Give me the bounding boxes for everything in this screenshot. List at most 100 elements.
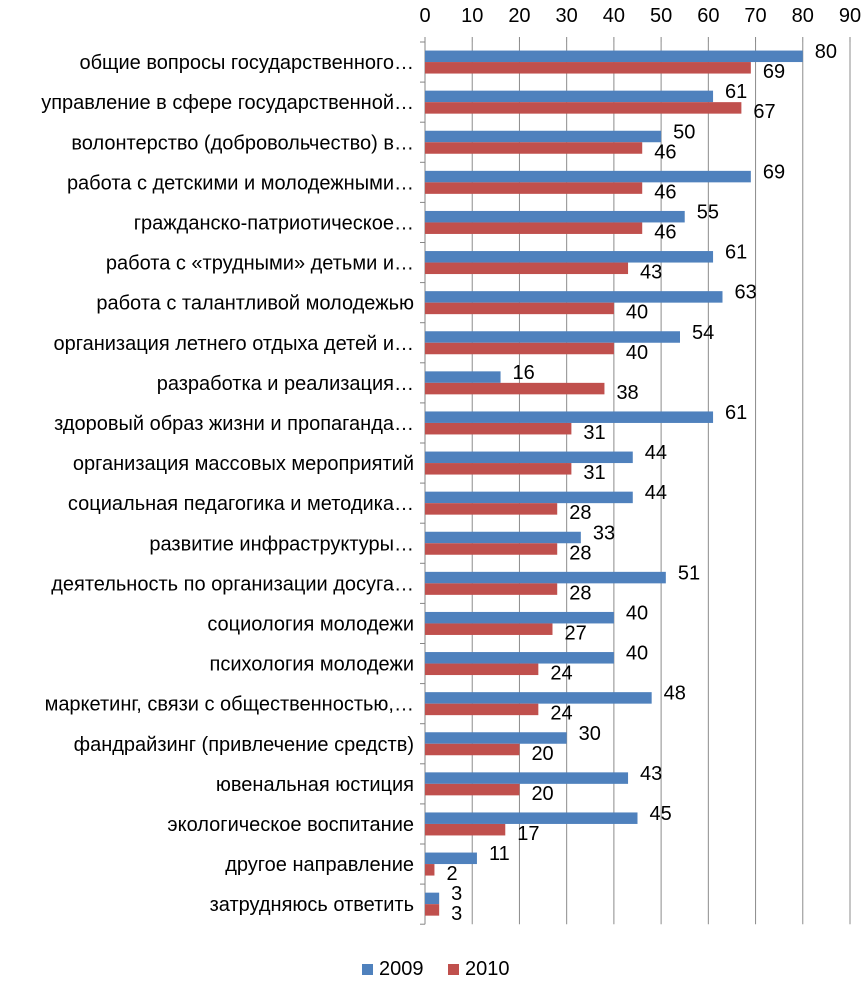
bar-2010: [425, 142, 643, 154]
bar-2010: [425, 623, 553, 635]
bar-2010: [425, 663, 539, 676]
data-label: 28: [569, 502, 591, 524]
x-tick-label: 10: [461, 5, 483, 27]
bar-2010: [425, 182, 643, 194]
category-label: деятельность по организации досуга…: [51, 573, 414, 595]
legend-label: 2009: [379, 958, 424, 980]
category-label: фандрайзинг (привлечение средств): [74, 734, 414, 756]
bar-2009: [425, 571, 666, 584]
bar-2009: [425, 371, 501, 383]
x-tick-label: 60: [697, 5, 719, 27]
category-label: работа с талантливой молодежью: [96, 293, 414, 315]
data-label: 61: [725, 81, 747, 103]
bar-2009: [425, 611, 614, 624]
bar-2009: [425, 692, 652, 704]
x-tick-label: 30: [556, 5, 578, 27]
bar-2009: [425, 210, 685, 223]
data-label: 45: [650, 803, 672, 825]
data-label: 44: [645, 442, 667, 464]
data-label: 54: [692, 322, 714, 344]
data-label: 61: [725, 242, 747, 264]
bar-2009: [425, 50, 803, 63]
category-label: экологическое воспитание: [167, 814, 414, 836]
bar-2010: [425, 262, 629, 275]
category-labels: общие вопросы государственного… управлени…: [41, 52, 414, 916]
bar-2010: [425, 342, 614, 355]
category-label: затрудняюсь ответить: [210, 894, 414, 916]
x-tick-label: 80: [792, 5, 814, 27]
legend: 2009 2010: [362, 958, 510, 980]
data-label: 20: [531, 743, 553, 765]
category-label: другое направление: [225, 854, 414, 876]
data-label: 67: [753, 101, 775, 123]
category-label: гражданско-патриотическое…: [134, 212, 414, 234]
data-label: 27: [565, 622, 587, 644]
bar-2009: [425, 291, 723, 303]
data-label: 50: [673, 121, 695, 143]
data-label: 40: [626, 602, 648, 624]
data-label: 38: [616, 382, 638, 404]
data-label: 28: [569, 582, 591, 604]
data-label: 55: [697, 201, 719, 223]
bar-2009: [425, 852, 477, 865]
data-labels: 8069616750466946554661436340544016386131…: [446, 41, 837, 925]
legend-swatch-2009: [362, 964, 373, 975]
data-label: 63: [735, 282, 757, 304]
category-label: организация летнего отдыха детей и…: [53, 333, 414, 355]
data-label: 43: [640, 262, 662, 284]
bar-2009: [425, 732, 567, 744]
data-label: 33: [593, 522, 615, 544]
bar-2009: [425, 812, 638, 824]
legend-label: 2010: [465, 958, 510, 980]
data-label: 43: [640, 763, 662, 785]
category-label: психология молодежи: [210, 654, 414, 676]
bar-2010: [425, 222, 643, 234]
data-label: 3: [451, 883, 462, 905]
data-label: 46: [654, 181, 676, 203]
data-label: 24: [550, 663, 572, 685]
category-label: ювенальная юстиция: [216, 774, 414, 796]
x-axis-ticks: 0 10 20 30 40 50 60 70 80 90: [419, 5, 861, 925]
bar-2010: [425, 382, 605, 395]
data-label: 2: [446, 863, 457, 885]
bar-2009: [425, 491, 633, 504]
data-label: 46: [654, 221, 676, 243]
data-label: 28: [569, 542, 591, 564]
bar-2009: [425, 331, 680, 343]
data-label: 3: [451, 903, 462, 925]
category-label: общие вопросы государственного…: [79, 52, 414, 74]
bar-2009: [425, 652, 614, 664]
data-label: 40: [626, 302, 648, 324]
data-label: 30: [579, 723, 601, 745]
data-label: 16: [513, 362, 535, 384]
bar-2009: [425, 90, 714, 103]
x-tick-label: 90: [839, 5, 861, 27]
data-label: 17: [517, 823, 539, 845]
category-label: волонтерство (добровольчество) в…: [71, 132, 414, 154]
bar-2010: [425, 422, 572, 435]
data-label: 48: [664, 683, 686, 705]
data-label: 69: [763, 61, 785, 83]
bar-2009: [425, 451, 633, 464]
x-tick-label: 0: [419, 5, 430, 27]
bar-2009: [425, 130, 662, 143]
bar-2009: [425, 170, 751, 183]
bar-2010: [425, 543, 558, 555]
bar-2009: [425, 251, 714, 263]
data-label: 69: [763, 161, 785, 183]
data-label: 31: [583, 462, 605, 484]
bar-2010: [425, 102, 742, 114]
data-label: 40: [626, 643, 648, 665]
category-label: маркетинг, связи с общественностью,…: [45, 694, 414, 716]
category-label: управление в сфере государственной…: [41, 92, 414, 114]
data-label: 40: [626, 342, 648, 364]
category-label: развитие инфраструктуры…: [149, 533, 414, 555]
data-label: 51: [678, 562, 700, 584]
bar-2009: [425, 892, 440, 905]
category-label: социальная педагогика и методика…: [68, 493, 414, 515]
data-label: 24: [550, 703, 572, 725]
bar-2010: [425, 463, 572, 475]
category-label: организация массовых мероприятий: [73, 453, 414, 475]
x-tick-label: 40: [603, 5, 625, 27]
category-label: здоровый образ жизни и пропаганда…: [54, 413, 414, 435]
